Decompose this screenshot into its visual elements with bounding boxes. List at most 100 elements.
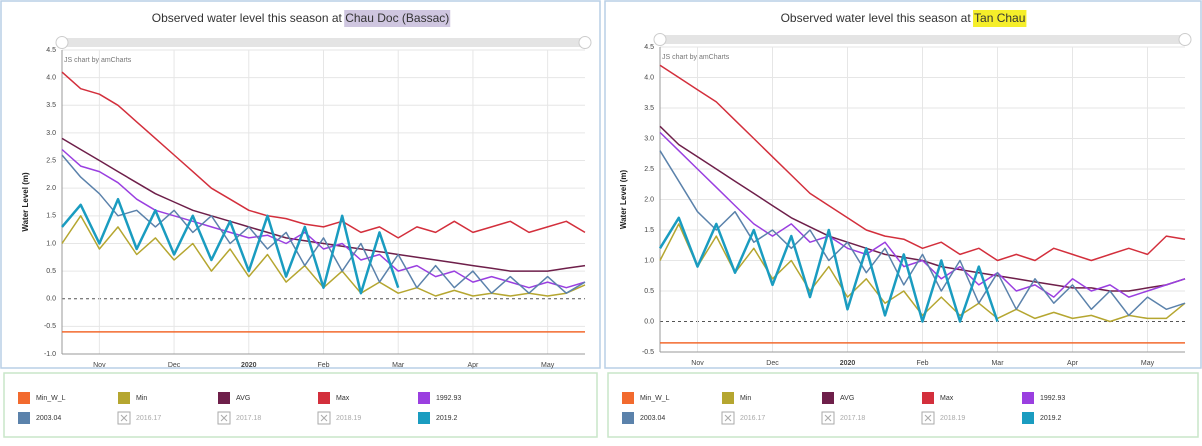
legend-item-hidden[interactable]: 2018.19 — [317, 411, 361, 425]
legend-label-hidden: 2017.18 — [236, 415, 261, 422]
y-tick-label: 1.0 — [46, 240, 56, 247]
scrollbar[interactable] — [62, 38, 585, 47]
legend-item[interactable]: Max — [922, 392, 954, 404]
legend-label: Min_W_L — [640, 395, 670, 402]
legend-item[interactable]: 2003.04 — [18, 412, 61, 424]
legend-label: 2019.2 — [436, 415, 458, 422]
legend-swatch — [822, 392, 834, 404]
legend-swatch — [318, 392, 330, 404]
legend-label: Min_W_L — [36, 395, 66, 402]
legend-cross — [724, 414, 732, 422]
x-tick-label: Apr — [1067, 360, 1079, 367]
x-tick-label: 2020 — [241, 362, 257, 369]
credit: JS chart by amCharts — [64, 57, 132, 64]
legend-item-hidden[interactable]: 2016.17 — [117, 411, 161, 425]
scroll-grip-left[interactable] — [55, 36, 69, 49]
legend-swatch — [722, 392, 734, 404]
x-tick-label: Dec — [766, 360, 779, 367]
legend-swatch — [1022, 412, 1034, 424]
legend-swatch — [1022, 392, 1034, 404]
series-line — [659, 223, 1186, 323]
scroll-grip-right[interactable] — [1178, 33, 1192, 46]
y-tick-label: 4.5 — [644, 44, 654, 51]
y-tick-label: 0.5 — [644, 288, 654, 295]
legend-item[interactable]: Min — [722, 392, 751, 404]
legend-label: Max — [940, 395, 954, 402]
legend-item[interactable]: Min — [118, 392, 147, 404]
x-tick-label: Feb — [916, 360, 928, 367]
panel-frame — [604, 0, 1202, 369]
title-highlight — [344, 10, 451, 27]
legend-label-hidden: 2017.18 — [840, 415, 865, 422]
legend-item[interactable]: Min_W_L — [622, 392, 670, 404]
legend-item[interactable]: AVG — [218, 392, 250, 404]
legend-label: AVG — [236, 395, 250, 402]
series-line — [659, 64, 1186, 262]
series-line — [658, 216, 999, 323]
legend-label: 1992.93 — [436, 395, 461, 402]
y-tick-label: 1.0 — [644, 257, 654, 264]
y-tick-label: 0.5 — [46, 268, 56, 275]
x-tick-label: Apr — [467, 362, 479, 369]
scroll-grip-right[interactable] — [578, 36, 592, 49]
legend-item[interactable]: AVG — [822, 392, 854, 404]
legend-cross — [320, 414, 328, 422]
x-tick-label: 2020 — [840, 360, 856, 367]
y-tick-label: 3.5 — [46, 102, 56, 109]
legend-cross — [924, 414, 932, 422]
legend-swatch — [922, 392, 934, 404]
legend-frame — [3, 372, 598, 438]
legend-item[interactable]: 2019.2 — [418, 412, 458, 424]
legend-item-hidden[interactable]: 2017.18 — [821, 411, 865, 425]
legend-item[interactable]: 2019.2 — [1022, 412, 1062, 424]
x-tick-label: Mar — [991, 360, 1004, 367]
series-line — [659, 131, 1186, 298]
legend-item[interactable]: Min_W_L — [18, 392, 66, 404]
legend-item[interactable]: 2003.04 — [622, 412, 665, 424]
x-tick-label: May — [541, 362, 555, 369]
series-line — [61, 197, 400, 295]
legend-item[interactable]: 1992.93 — [1022, 392, 1065, 404]
legend-label: 2019.2 — [1040, 415, 1062, 422]
x-tick-label: Feb — [317, 362, 329, 369]
legend-frame — [607, 372, 1199, 438]
legend-label: AVG — [840, 395, 854, 402]
y-tick-label: 4.0 — [644, 74, 654, 81]
y-axis-title: Water Level (m) — [21, 172, 30, 232]
y-tick-label: 1.5 — [46, 213, 56, 220]
title-place: Tan Chau — [974, 11, 1025, 25]
y-tick-label: 2.5 — [46, 157, 56, 164]
legend-swatch — [418, 412, 430, 424]
scroll-grip-left[interactable] — [653, 33, 667, 46]
legend-item-hidden[interactable]: 2018.19 — [921, 411, 965, 425]
legend-cross — [220, 414, 228, 422]
chart-title: Observed water level this season at Tan … — [781, 11, 1026, 25]
legend-label-hidden: 2018.19 — [336, 415, 361, 422]
legend-swatch — [218, 392, 230, 404]
legend-item[interactable]: 1992.93 — [418, 392, 461, 404]
title-highlight — [973, 10, 1027, 27]
legend-item-hidden[interactable]: 2016.17 — [721, 411, 765, 425]
y-tick-label: 0.0 — [644, 318, 654, 325]
y-axis-title: Water Level (m) — [619, 170, 628, 230]
title-text: Observed water level this season at — [781, 11, 972, 25]
y-tick-label: 0.0 — [46, 296, 56, 303]
x-tick-label: Dec — [168, 362, 181, 369]
legend-swatch — [18, 392, 30, 404]
legend-swatch — [18, 412, 30, 424]
y-tick-label: 4.5 — [46, 47, 56, 54]
legend-item-hidden[interactable]: 2017.18 — [217, 411, 261, 425]
scrollbar[interactable] — [660, 35, 1185, 44]
legend-item[interactable]: Max — [318, 392, 350, 404]
series-line — [61, 137, 586, 272]
legend-swatch — [118, 392, 130, 404]
y-tick-label: 2.5 — [644, 166, 654, 173]
legend-label-hidden: 2018.19 — [940, 415, 965, 422]
legend-swatch — [418, 392, 430, 404]
y-tick-label: -1.0 — [44, 351, 56, 358]
chart-panel: Observed water level this season at Tan … — [604, 0, 1202, 438]
y-tick-label: 4.0 — [46, 74, 56, 81]
legend-label-hidden: 2016.17 — [136, 415, 161, 422]
y-tick-label: 2.0 — [644, 196, 654, 203]
